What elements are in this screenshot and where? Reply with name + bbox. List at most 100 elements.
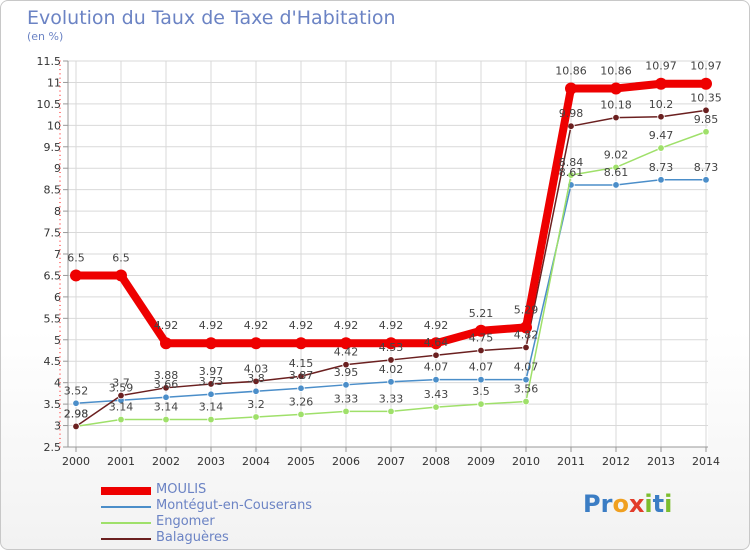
- data-label: 8.73: [649, 161, 674, 174]
- data-label: 10.35: [690, 91, 722, 104]
- logo-letter: P: [583, 490, 601, 518]
- data-label: 3.52: [64, 384, 89, 397]
- x-tick-label: 2012: [602, 455, 630, 468]
- legend-label: Engomer: [156, 514, 215, 529]
- data-point: [657, 113, 665, 121]
- data-point: [297, 372, 305, 380]
- data-point: [477, 375, 485, 384]
- data-point: [295, 337, 307, 350]
- data-label: 3.5: [472, 385, 490, 398]
- data-label: 2.98: [64, 407, 89, 420]
- data-label: 3.14: [154, 401, 179, 414]
- data-point: [342, 407, 350, 416]
- x-tick-label: 2005: [287, 455, 315, 468]
- data-label: 4.92: [199, 319, 224, 332]
- data-label: 3.95: [334, 366, 359, 379]
- y-tick-label: 10: [47, 119, 61, 132]
- data-point: [342, 360, 350, 369]
- data-label: 10.97: [690, 60, 722, 73]
- data-point: [522, 397, 530, 406]
- x-tick-label: 2000: [62, 455, 90, 468]
- data-label: 4.42: [334, 346, 359, 359]
- x-tick-label: 2013: [647, 455, 675, 468]
- data-point: [342, 381, 350, 389]
- data-label: 9.85: [694, 113, 719, 126]
- data-point: [387, 407, 395, 416]
- logo-letter: o: [612, 490, 629, 518]
- data-label: 3.8: [247, 372, 265, 385]
- data-label: 3.66: [154, 378, 179, 391]
- y-tick-label: 3.5: [44, 398, 62, 411]
- y-tick-label: 8.5: [44, 184, 62, 197]
- data-label: 4.64: [424, 336, 449, 349]
- proxiti-logo: Proxiti: [583, 490, 672, 518]
- data-point: [162, 415, 170, 424]
- y-tick-label: 9.5: [44, 141, 62, 154]
- y-tick-label: 4: [54, 377, 61, 390]
- data-point: [520, 321, 532, 334]
- y-tick-label: 11.5: [37, 55, 62, 68]
- data-point: [702, 176, 710, 184]
- data-label: 6.5: [112, 251, 130, 264]
- y-tick-label: 11: [47, 76, 61, 89]
- data-point: [115, 269, 127, 282]
- data-label: 6.5: [67, 251, 85, 264]
- data-label: 4.75: [469, 332, 494, 345]
- data-point: [702, 106, 710, 115]
- logo-letter: i: [644, 490, 653, 518]
- data-label: 3.43: [424, 388, 449, 401]
- data-label: 4.15: [289, 357, 314, 370]
- data-point: [387, 378, 395, 386]
- data-label: 3.59: [109, 381, 134, 394]
- x-tick-label: 2004: [242, 455, 270, 468]
- y-tick-label: 6: [54, 291, 61, 304]
- y-axis-unit-label: (en %): [27, 30, 64, 43]
- data-point: [72, 399, 80, 407]
- legend-item: Balaguères: [101, 530, 361, 547]
- legend-swatch: [101, 487, 151, 495]
- data-point: [252, 387, 260, 395]
- legend-swatch: [101, 522, 151, 524]
- data-label: 4.07: [514, 361, 539, 374]
- data-point: [207, 415, 215, 424]
- data-label: 10.18: [600, 99, 632, 112]
- data-label: 4.92: [334, 319, 359, 332]
- data-point: [432, 403, 440, 411]
- data-point: [207, 390, 215, 398]
- y-tick-label: 4.5: [44, 355, 62, 368]
- data-label: 10.86: [600, 64, 632, 77]
- data-point: [205, 337, 217, 350]
- y-tick-label: 7.5: [44, 227, 62, 240]
- data-point: [162, 384, 170, 392]
- legend-item: MOULIS: [101, 482, 361, 499]
- data-point: [117, 391, 125, 400]
- data-label: 9.98: [559, 107, 584, 120]
- y-tick-label: 8: [54, 205, 61, 218]
- data-point: [522, 375, 530, 384]
- data-label: 9.02: [604, 148, 629, 161]
- data-point: [207, 380, 215, 388]
- data-point: [387, 356, 395, 364]
- x-tick-label: 2003: [197, 455, 225, 468]
- data-label: 4.07: [469, 361, 494, 374]
- y-tick-label: 6.5: [44, 269, 62, 282]
- data-label: 3.87: [289, 369, 314, 382]
- data-point: [475, 324, 487, 337]
- data-point: [612, 113, 620, 122]
- data-label: 4.92: [379, 319, 404, 332]
- y-tick-label: 2.5: [44, 441, 62, 454]
- data-label: 4.92: [424, 319, 449, 332]
- data-point: [522, 343, 530, 352]
- legend-item: Engomer: [101, 514, 361, 531]
- data-point: [432, 375, 440, 384]
- data-label: 10.86: [555, 64, 587, 77]
- data-label: 3.14: [199, 401, 224, 414]
- data-label: 10.2: [649, 98, 674, 111]
- data-point: [430, 337, 442, 350]
- data-point: [477, 400, 485, 408]
- data-label: 4.92: [154, 319, 179, 332]
- y-tick-label: 9: [54, 162, 61, 175]
- data-point: [297, 410, 305, 419]
- data-label: 3.33: [334, 392, 359, 405]
